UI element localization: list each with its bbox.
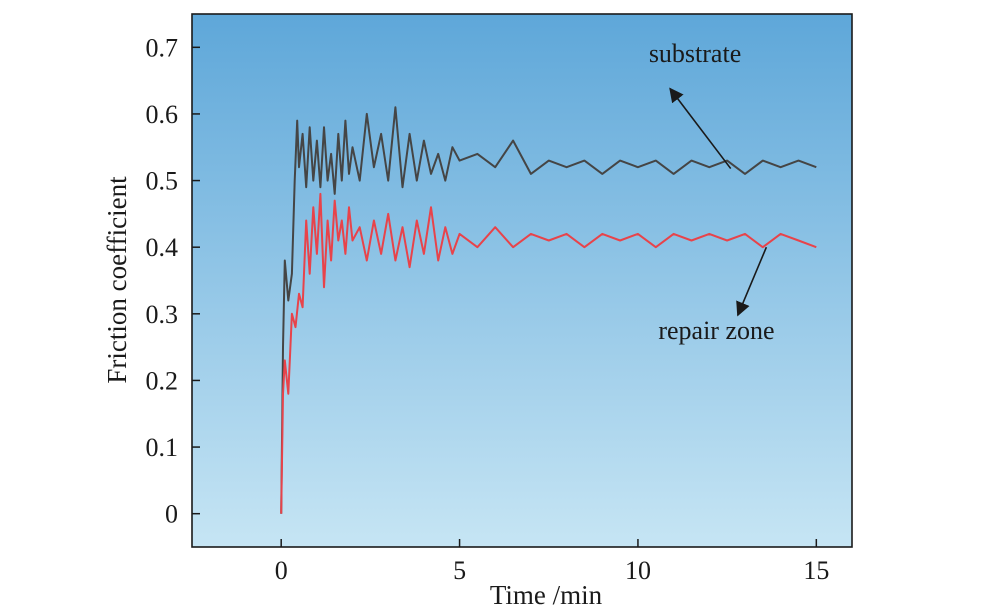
annotation-label-repair-zone: repair zone <box>658 316 774 345</box>
annotation-arrow-repair-zone <box>736 246 768 317</box>
annotation-arrow-substrate <box>669 87 732 170</box>
x-tick-label: 15 <box>803 556 829 585</box>
y-tick-label: 0.4 <box>146 233 179 262</box>
plot-frame <box>191 13 853 548</box>
x-tick-label: 5 <box>453 556 466 585</box>
y-tick-label: 0.1 <box>146 433 179 462</box>
y-tick-label: 0.5 <box>146 167 179 196</box>
series-line-substrate <box>280 106 817 514</box>
annotation-layer: substrate repair zone <box>649 39 775 345</box>
x-axis-title: Time /min <box>490 580 603 610</box>
x-tick-label: 10 <box>625 556 651 585</box>
x-tick-label: 0 <box>275 556 288 585</box>
x-axis: 0 5 10 15 <box>275 539 829 585</box>
y-tick-label: 0.7 <box>146 33 179 62</box>
y-axis-title: Friction coefficient <box>102 176 132 384</box>
y-tick-label: 0.2 <box>146 366 179 395</box>
series-layer <box>280 106 817 514</box>
y-axis: 0 0.1 0.2 0.3 0.4 0.5 0.6 0.7 <box>146 33 200 529</box>
y-tick-label: 0 <box>165 500 178 529</box>
y-tick-label: 0.3 <box>146 300 179 329</box>
plot-background <box>192 14 852 547</box>
series-line-repair-zone <box>280 192 817 514</box>
y-tick-label: 0.6 <box>146 100 179 129</box>
annotation-label-substrate: substrate <box>649 39 741 68</box>
